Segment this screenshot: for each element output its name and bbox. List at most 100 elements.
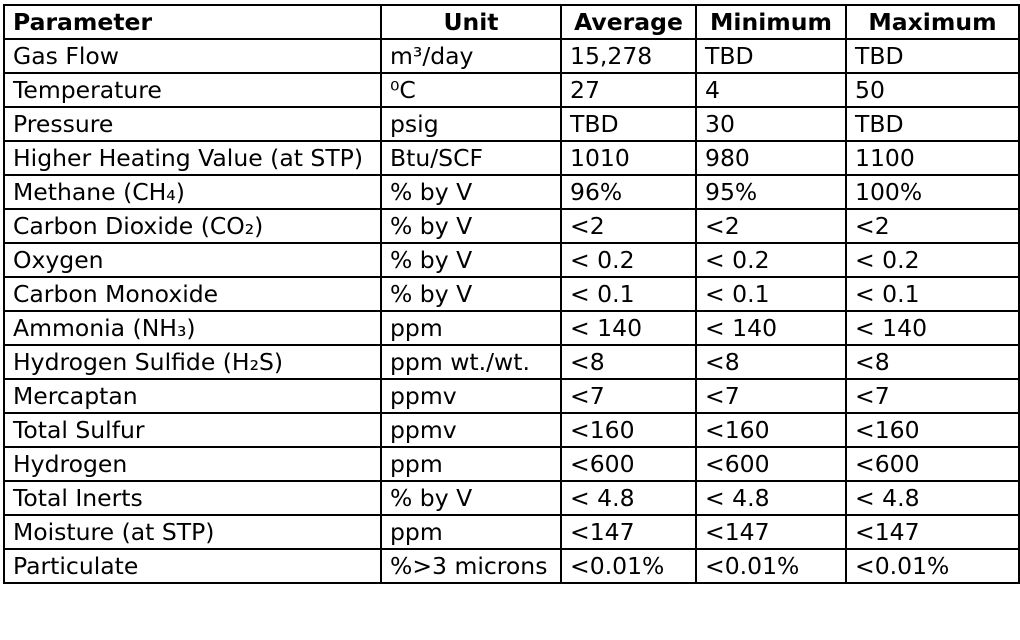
gas-specification-table: Parameter Unit Average Minimum Maximum G… — [3, 4, 1020, 584]
cell-maximum: <7 — [845, 378, 1020, 414]
cell-parameter: Total Sulfur — [3, 412, 382, 448]
table-row: Carbon Dioxide (CO₂)% by V <2 <2 <2 — [3, 208, 1020, 244]
table-row: Pressure psig TBD 30 TBD — [3, 106, 1020, 142]
table-row: Particulate %>3 microns <0.01% <0.01% <0.01% — [3, 548, 1020, 584]
cell-parameter: Higher Heating Value (at STP) — [3, 140, 382, 176]
cell-average: 1010 — [560, 140, 697, 176]
gas-spec-table-container: Parameter Unit Average Minimum Maximum G… — [3, 4, 1020, 584]
cell-unit: Btu/SCF — [380, 140, 562, 176]
table-body: Gas Flow m³/day 15,278 TBD TBD Temperature ⁰C 2… — [3, 38, 1020, 584]
cell-average: 96% — [560, 174, 697, 210]
cell-unit: ppm wt./wt. — [380, 344, 562, 380]
cell-parameter: Pressure — [3, 106, 382, 142]
cell-maximum: <2 — [845, 208, 1020, 244]
cell-unit: % by V — [380, 480, 562, 516]
cell-unit: ppm — [380, 310, 562, 346]
cell-parameter: Gas Flow — [3, 38, 382, 74]
cell-parameter: Carbon Dioxide (CO₂) — [3, 208, 382, 244]
cell-parameter: Total Inerts — [3, 480, 382, 516]
cell-minimum: TBD — [695, 38, 847, 74]
cell-minimum: <8 — [695, 344, 847, 380]
header-maximum: Maximum — [845, 4, 1020, 40]
cell-unit: ppm — [380, 514, 562, 550]
cell-minimum: < 4.8 — [695, 480, 847, 516]
cell-parameter: Oxygen — [3, 242, 382, 278]
cell-minimum: 30 — [695, 106, 847, 142]
cell-minimum: 980 — [695, 140, 847, 176]
cell-maximum: TBD — [845, 106, 1020, 142]
cell-unit: psig — [380, 106, 562, 142]
header-average: Average — [560, 4, 697, 40]
cell-minimum: <7 — [695, 378, 847, 414]
table-row: Ammonia (NH₃) ppm < 140 < 140 < 140 — [3, 310, 1020, 346]
cell-parameter: Particulate — [3, 548, 382, 584]
cell-minimum: <0.01% — [695, 548, 847, 584]
table-row: Moisture (at STP) ppm <147 <147 <147 — [3, 514, 1020, 550]
cell-average: <147 — [560, 514, 697, 550]
cell-unit: ppmv — [380, 412, 562, 448]
cell-minimum: <600 — [695, 446, 847, 482]
cell-average: < 0.1 — [560, 276, 697, 312]
cell-maximum: 50 — [845, 72, 1020, 108]
cell-average: <7 — [560, 378, 697, 414]
cell-unit: % by V — [380, 242, 562, 278]
cell-average: 27 — [560, 72, 697, 108]
table-row: Hydrogen ppm <600 <600 <600 — [3, 446, 1020, 482]
cell-average: TBD — [560, 106, 697, 142]
cell-unit: ppm — [380, 446, 562, 482]
cell-unit: ⁰C — [380, 72, 562, 108]
cell-maximum: <0.01% — [845, 548, 1020, 584]
cell-maximum: <600 — [845, 446, 1020, 482]
cell-average: < 0.2 — [560, 242, 697, 278]
table-row: Total Sulfur ppmv <160 <160 <160 — [3, 412, 1020, 448]
cell-average: <600 — [560, 446, 697, 482]
table-row: Mercaptan ppmv <7 <7 <7 — [3, 378, 1020, 414]
cell-maximum: < 0.2 — [845, 242, 1020, 278]
cell-average: 15,278 — [560, 38, 697, 74]
cell-minimum: < 0.2 — [695, 242, 847, 278]
cell-parameter: Temperature — [3, 72, 382, 108]
header-row: Parameter Unit Average Minimum Maximum — [3, 4, 1020, 40]
table-row: Oxygen% by V < 0.2 < 0.2 < 0.2 — [3, 242, 1020, 278]
cell-unit: % by V — [380, 208, 562, 244]
table-row: Temperature ⁰C 27 4 50 — [3, 72, 1020, 108]
cell-minimum: 4 — [695, 72, 847, 108]
cell-parameter: Carbon Monoxide — [3, 276, 382, 312]
cell-minimum: <160 — [695, 412, 847, 448]
cell-minimum: <147 — [695, 514, 847, 550]
cell-unit: % by V — [380, 174, 562, 210]
header-minimum: Minimum — [695, 4, 847, 40]
table-row: Carbon Monoxide% by V < 0.1 < 0.1 < 0.1 — [3, 276, 1020, 312]
cell-parameter: Moisture (at STP) — [3, 514, 382, 550]
cell-unit: m³/day — [380, 38, 562, 74]
cell-parameter: Hydrogen — [3, 446, 382, 482]
table-row: Hydrogen Sulfide (H₂S) ppm wt./wt. <8 <8 <8 — [3, 344, 1020, 380]
cell-unit: ppmv — [380, 378, 562, 414]
cell-average: <160 — [560, 412, 697, 448]
cell-maximum: <147 — [845, 514, 1020, 550]
cell-minimum: 95% — [695, 174, 847, 210]
cell-minimum: <2 — [695, 208, 847, 244]
cell-average: <8 — [560, 344, 697, 380]
cell-maximum: 100% — [845, 174, 1020, 210]
table-row: Higher Heating Value (at STP) Btu/SCF 1010… — [3, 140, 1020, 176]
cell-maximum: < 140 — [845, 310, 1020, 346]
header-parameter: Parameter — [3, 4, 382, 40]
table-row: Gas Flow m³/day 15,278 TBD TBD — [3, 38, 1020, 74]
cell-maximum: <160 — [845, 412, 1020, 448]
cell-average: <0.01% — [560, 548, 697, 584]
cell-parameter: Methane (CH₄) — [3, 174, 382, 210]
cell-unit: % by V — [380, 276, 562, 312]
cell-minimum: < 0.1 — [695, 276, 847, 312]
cell-maximum: 1100 — [845, 140, 1020, 176]
cell-average: < 140 — [560, 310, 697, 346]
table-row: Total Inerts% by V < 4.8 < 4.8 < 4.8 — [3, 480, 1020, 516]
table-row: Methane (CH₄)% by V 96% 95% 100% — [3, 174, 1020, 210]
cell-unit: %>3 microns — [380, 548, 562, 584]
cell-parameter: Mercaptan — [3, 378, 382, 414]
cell-maximum: < 0.1 — [845, 276, 1020, 312]
cell-average: < 4.8 — [560, 480, 697, 516]
cell-average: <2 — [560, 208, 697, 244]
cell-parameter: Ammonia (NH₃) — [3, 310, 382, 346]
cell-maximum: < 4.8 — [845, 480, 1020, 516]
